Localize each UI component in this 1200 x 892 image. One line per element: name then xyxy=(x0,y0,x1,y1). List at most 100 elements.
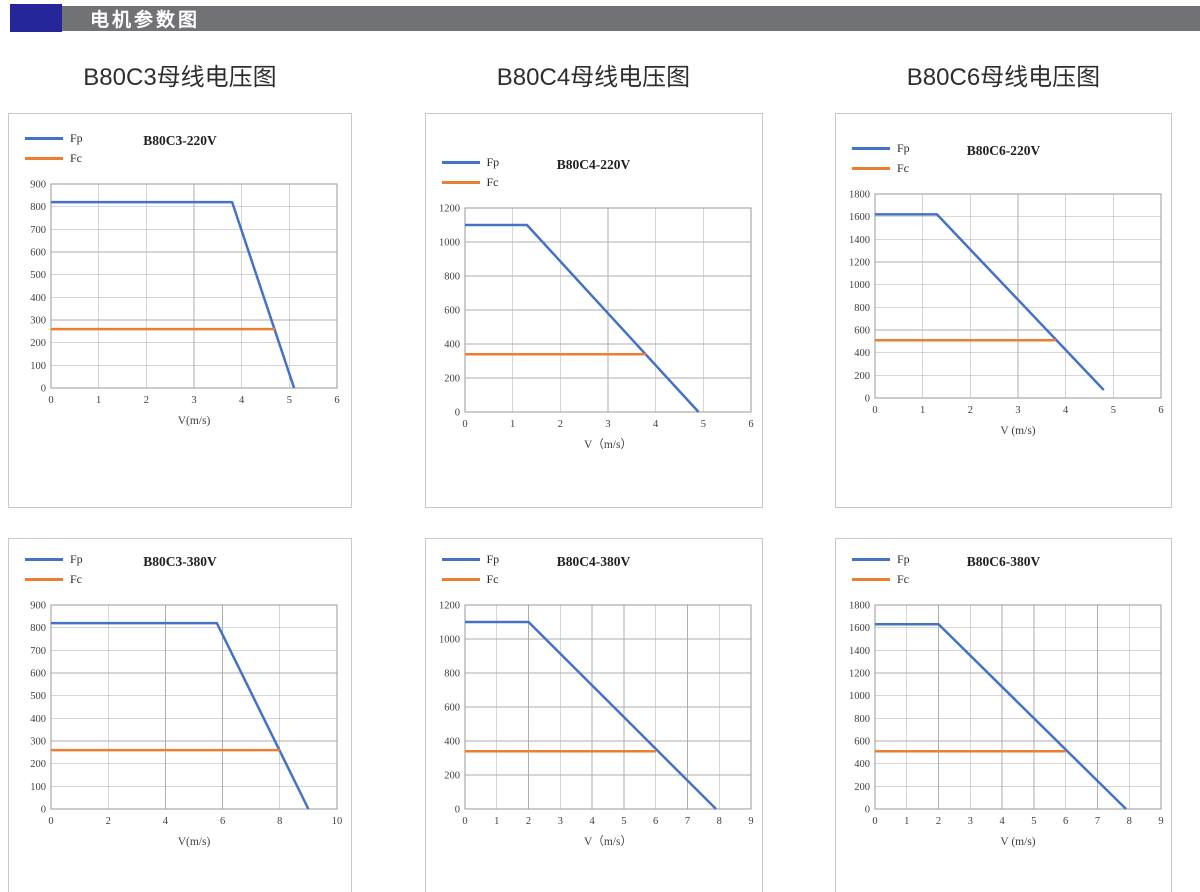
charts-row-top: Fp Fc B80C3-220V 0 100 200 300 400 500 600 700 8… xyxy=(0,113,1200,508)
legend-item-fc: Fc xyxy=(852,161,910,176)
chart-header: Fp Fc B80C6-220V xyxy=(836,136,1171,188)
gridlines xyxy=(464,604,751,810)
legend-item-fp: Fp xyxy=(441,552,500,567)
svg-text:6: 6 xyxy=(1158,405,1163,416)
chart-header: Fp Fc B80C3-220V xyxy=(9,126,351,178)
svg-text:200: 200 xyxy=(30,759,46,770)
fp-series-line xyxy=(874,623,1127,810)
chart-legend: Fp Fc xyxy=(441,155,500,195)
chart-legend: Fp Fc xyxy=(25,552,83,592)
svg-text:800: 800 xyxy=(30,623,46,634)
svg-text:1800: 1800 xyxy=(849,601,870,612)
chart-title: B80C6-220V xyxy=(966,143,1041,158)
x-axis-title: V(m/s) xyxy=(178,415,211,427)
svg-text:200: 200 xyxy=(444,374,460,385)
svg-text:500: 500 xyxy=(30,270,46,281)
svg-text:9: 9 xyxy=(1158,816,1163,827)
x-axis-title: V(m/s) xyxy=(178,836,211,848)
svg-text:1400: 1400 xyxy=(849,646,870,657)
svg-text:7: 7 xyxy=(684,816,689,827)
legend-label-fp: Fp xyxy=(486,155,500,169)
svg-text:3: 3 xyxy=(557,816,562,827)
series-lines xyxy=(464,620,717,810)
legend-item-fc: Fc xyxy=(25,572,83,587)
svg-text:400: 400 xyxy=(30,293,46,304)
svg-text:1600: 1600 xyxy=(849,212,870,223)
svg-text:600: 600 xyxy=(30,669,46,680)
svg-text:6: 6 xyxy=(220,816,225,827)
axis-tick-labels: 0 200 400 600 800 1000 1200 0 1 2 3 4 5 6 xyxy=(439,204,754,431)
fp-line-swatch xyxy=(852,558,890,561)
x-axis-title: V (m/s) xyxy=(1000,425,1035,437)
svg-text:900: 900 xyxy=(30,180,46,191)
svg-text:800: 800 xyxy=(854,303,870,314)
gridlines xyxy=(464,207,751,413)
axis-tick-labels: 0 200 400 600 800 1000 1200 1400 1600 1800 0 1 2 3 4 5 6 xyxy=(849,190,1164,417)
svg-text:400: 400 xyxy=(444,340,460,351)
chart-plot: 0 100 200 300 400 500 600 700 800 900 0 1 2 3 4 5 6 V(m/s… xyxy=(30,180,339,428)
svg-text:700: 700 xyxy=(30,225,46,236)
legend-label-fp: Fp xyxy=(897,141,910,155)
svg-text:1: 1 xyxy=(904,816,909,827)
legend-item-fc: Fc xyxy=(441,175,500,190)
svg-text:2: 2 xyxy=(525,816,530,827)
axis-tick-labels: 0 100 200 300 400 500 600 700 800 900 0 1 2 3 4 5 6 xyxy=(30,180,339,407)
legend-label-fc: Fc xyxy=(897,572,909,586)
chart-title: B80C4-220V xyxy=(556,157,631,172)
plot-border xyxy=(874,604,1161,810)
svg-text:1200: 1200 xyxy=(849,258,870,269)
svg-text:0: 0 xyxy=(864,394,869,405)
svg-text:1400: 1400 xyxy=(849,235,870,246)
chart-panel-b80c4-220v: Fp Fc B80C4-220V 0 200 400 600 800 1000 1200 0 1… xyxy=(424,113,763,508)
axis-tick-labels: 0 200 400 600 800 1000 1200 0 1 2 3 4 5 6 7 8 9 xyxy=(439,601,754,828)
svg-text:4: 4 xyxy=(589,816,595,827)
plot-border xyxy=(464,207,751,413)
gridlines xyxy=(874,193,1161,399)
section-title-b80c6: B80C6母线电压图 xyxy=(906,64,1101,91)
fp-line-swatch xyxy=(852,147,890,150)
legend-label-fp: Fp xyxy=(70,131,83,145)
legend-label-fp: Fp xyxy=(486,552,500,566)
chart-title: B80C3-380V xyxy=(143,554,217,569)
svg-text:900: 900 xyxy=(30,601,46,612)
chart-legend: Fp Fc xyxy=(441,552,500,592)
page-title: 电机参数图 xyxy=(90,10,201,31)
svg-text:700: 700 xyxy=(30,646,46,657)
axis-tick-labels: 0 200 400 600 800 1000 1200 1400 1600 1800 0 1 2 3 4 5 6… xyxy=(849,601,1164,828)
svg-text:8: 8 xyxy=(1126,816,1131,827)
chart-header: Fp Fc B80C6-380V xyxy=(836,547,1171,599)
svg-text:400: 400 xyxy=(854,759,870,770)
svg-text:6: 6 xyxy=(748,419,753,430)
section-title-b80c3: B80C3母线电压图 xyxy=(83,64,277,91)
svg-text:600: 600 xyxy=(444,703,460,714)
legend-label-fc: Fc xyxy=(897,161,909,175)
legend-item-fp: Fp xyxy=(852,552,910,567)
svg-text:400: 400 xyxy=(854,348,870,359)
svg-text:1000: 1000 xyxy=(439,635,460,646)
svg-text:4: 4 xyxy=(163,816,169,827)
header-bar: 电机参数图 xyxy=(62,6,1200,31)
svg-text:1800: 1800 xyxy=(849,190,870,201)
svg-text:6: 6 xyxy=(1063,816,1068,827)
svg-text:600: 600 xyxy=(30,248,46,259)
chart-panel-b80c6-220v: Fp Fc B80C6-220V 0 200 400 600 800 1000 1200 14… xyxy=(835,113,1172,508)
section-title-b80c4: B80C4母线电压图 xyxy=(496,64,691,91)
fc-line-swatch xyxy=(852,578,890,581)
svg-text:3: 3 xyxy=(1015,405,1020,416)
svg-text:0: 0 xyxy=(462,419,467,430)
svg-text:1: 1 xyxy=(510,419,515,430)
svg-text:4: 4 xyxy=(653,419,659,430)
chart-title: B80C4-380V xyxy=(556,554,631,569)
fc-line-swatch xyxy=(441,578,480,581)
legend-label-fc: Fc xyxy=(486,175,499,189)
x-axis-title: V (m/s) xyxy=(1000,836,1035,848)
svg-text:5: 5 xyxy=(1110,405,1115,416)
svg-text:2: 2 xyxy=(557,419,562,430)
svg-text:2: 2 xyxy=(144,395,149,406)
legend-item-fp: Fp xyxy=(25,131,83,146)
series-lines xyxy=(874,213,1105,391)
svg-text:4: 4 xyxy=(239,395,245,406)
fc-line-swatch xyxy=(25,157,63,160)
svg-text:8: 8 xyxy=(277,816,282,827)
chart-panel-b80c4-380v: Fp Fc B80C4-380V 0 200 400 600 800 1000 1200 0 1… xyxy=(424,538,763,892)
